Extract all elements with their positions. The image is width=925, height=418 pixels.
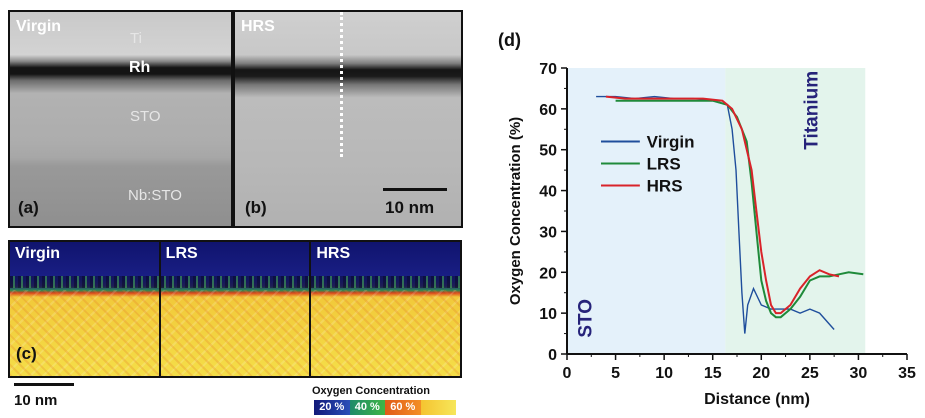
- legend-label-hrs: HRS: [647, 177, 683, 196]
- x-tick-label: 10: [655, 365, 673, 382]
- layer-label-nbsto: Nb:STO: [128, 187, 182, 204]
- tem-image-hrs: HRS 10 nm (b): [233, 10, 463, 228]
- tem-image-virgin: Virgin Ti Rh STO Nb:STO (a): [8, 10, 233, 228]
- colorbar: 20 % 40 % 60 %: [314, 400, 456, 415]
- map-lrs: LRS: [160, 242, 312, 376]
- colorbar-swatch-high: [420, 400, 456, 415]
- panel-b-tag: (b): [245, 198, 267, 217]
- x-tick-label: 5: [611, 365, 620, 382]
- oxygen-profile-chart: (d) STOTitaniumVirginLRSHRS0102030405060…: [498, 30, 916, 408]
- series-line-lrs: [615, 99, 864, 319]
- map-texture: [311, 290, 461, 376]
- x-tick-label: 15: [704, 365, 722, 382]
- x-tick-label: 0: [563, 365, 572, 382]
- panel-b-title: HRS: [241, 18, 275, 35]
- scale-bar-c-label: 10 nm: [14, 392, 58, 409]
- y-tick-label: 30: [539, 224, 557, 241]
- y-tick-label: 40: [539, 184, 557, 201]
- layer-label-ti: Ti: [130, 30, 142, 47]
- interface-noise: [160, 276, 310, 288]
- interface-noise: [311, 276, 461, 288]
- panel-a-title: Virgin: [16, 18, 62, 35]
- y-axis-label: Oxygen Concentration (%): [507, 117, 524, 305]
- map-texture: [160, 290, 310, 376]
- layer-label-sto: STO: [130, 108, 161, 125]
- colorbar-title: Oxygen Concentration: [312, 385, 430, 397]
- colorbar-tick-60: 60 %: [385, 400, 421, 415]
- y-tick-label: 50: [539, 143, 557, 160]
- scale-bar-c: [14, 383, 74, 386]
- scale-bar-b: [383, 188, 447, 191]
- y-tick-label: 10: [539, 306, 557, 323]
- x-axis-label: Distance (nm): [704, 391, 810, 408]
- map-label-lrs: LRS: [165, 245, 198, 262]
- x-tick-label: 25: [801, 365, 819, 382]
- panel-d-tag: (d): [498, 30, 521, 50]
- series-line-hrs: [605, 95, 840, 315]
- y-tick-label: 20: [539, 265, 557, 282]
- colorbar-tick-40: 40 %: [349, 400, 385, 415]
- legend-label-lrs: LRS: [647, 155, 681, 174]
- x-tick-label: 30: [850, 365, 868, 382]
- map-label-virgin: Virgin: [15, 245, 61, 262]
- eels-maps: Virgin (c) LRS HRS: [8, 240, 462, 378]
- panel-a-tag: (a): [18, 198, 39, 217]
- panel-c-tag: (c): [16, 344, 37, 363]
- colorbar-tick-20: 20 %: [314, 400, 350, 415]
- legend-label-virgin: Virgin: [647, 133, 695, 152]
- region-label-sto: STO: [575, 299, 596, 338]
- region-sto: [567, 68, 726, 354]
- x-tick-label: 20: [752, 365, 770, 382]
- y-tick-label: 60: [539, 102, 557, 119]
- interface-noise: [10, 276, 159, 288]
- map-label-hrs: HRS: [316, 245, 351, 262]
- scale-bar-b-label: 10 nm: [385, 198, 435, 217]
- region-label-titanium: Titanium: [802, 71, 823, 150]
- x-tick-label: 35: [898, 365, 916, 382]
- y-tick-label: 70: [539, 61, 557, 78]
- layer-label-rh: Rh: [129, 59, 151, 76]
- map-virgin: Virgin (c): [10, 242, 161, 376]
- region-titanium: [725, 68, 866, 354]
- map-hrs: HRS: [311, 242, 461, 376]
- map-texture: [10, 290, 159, 376]
- y-tick-label: 0: [548, 347, 557, 364]
- profile-line: [340, 12, 343, 157]
